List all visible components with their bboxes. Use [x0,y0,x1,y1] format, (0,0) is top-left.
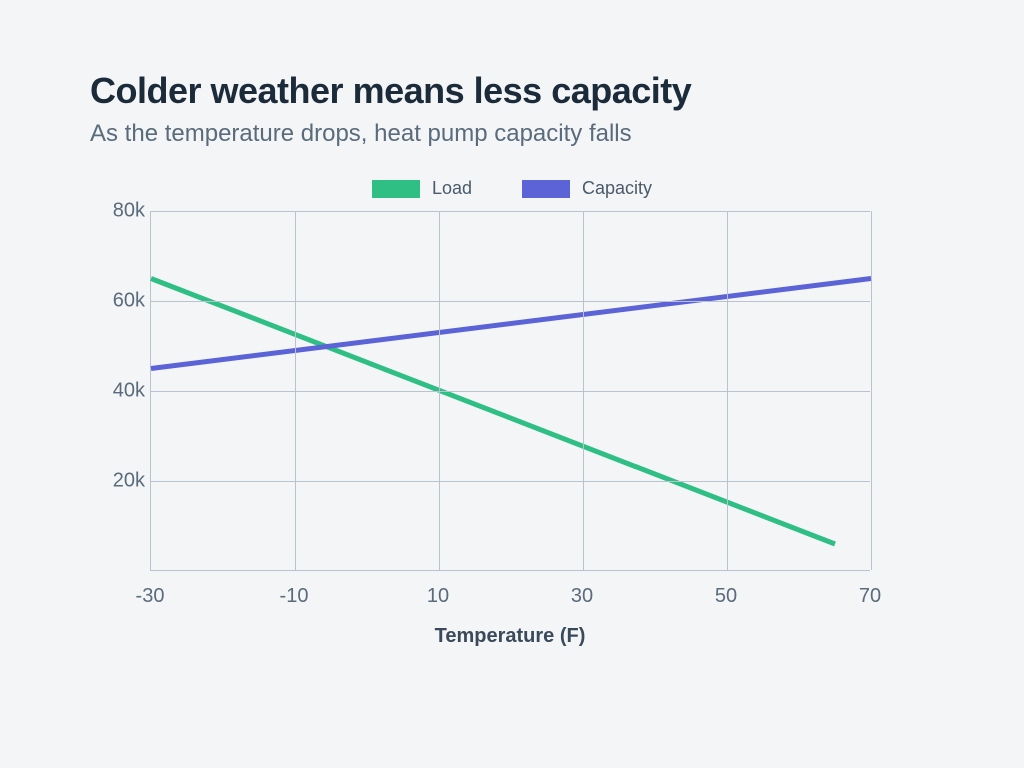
chart-subtitle: As the temperature drops, heat pump capa… [90,120,934,148]
x-tick-label: 50 [715,585,737,608]
chart-area: 20k40k60k80k -30-1010305070 Temperature … [150,211,870,648]
legend-item-capacity: Capacity [522,178,652,199]
series-line-load [151,279,835,545]
y-axis: 20k40k60k80k [90,211,145,571]
y-tick-label: 80k [90,200,145,223]
y-tick-label: 20k [90,470,145,493]
legend-item-load: Load [372,178,472,199]
x-axis-label: Temperature (F) [150,625,870,648]
x-axis: -30-1010305070 [150,571,870,611]
gridline-horizontal [151,301,870,302]
legend-label-capacity: Capacity [582,178,652,199]
x-tick-label: 30 [571,585,593,608]
y-tick-label: 60k [90,290,145,313]
legend-label-load: Load [432,178,472,199]
series-line-capacity [151,279,871,369]
x-tick-label: -30 [136,585,165,608]
gridline-vertical [871,211,872,570]
legend-swatch-capacity [522,180,570,198]
x-tick-label: 70 [859,585,881,608]
gridline-horizontal [151,211,870,212]
y-tick-label: 40k [90,380,145,403]
gridline-horizontal [151,481,870,482]
legend: Load Capacity [90,178,934,199]
chart-title: Colder weather means less capacity [90,70,934,112]
x-tick-label: -10 [280,585,309,608]
legend-swatch-load [372,180,420,198]
gridline-horizontal [151,391,870,392]
x-tick-label: 10 [427,585,449,608]
plot-area [150,211,870,571]
